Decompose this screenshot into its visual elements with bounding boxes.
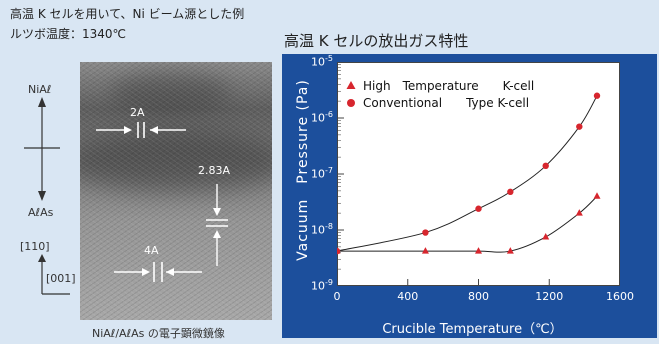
spacing-4a-marker-icon [114,262,202,282]
x-tick-label: 1200 [535,290,564,303]
x-tick-label: 800 [468,290,489,303]
spacing-2a-label: 2A [130,106,145,119]
y-tick-label: 10-6 [311,110,333,125]
legend-label-1: High Temperature K-cell [363,79,534,93]
data-point-series-2 [593,92,601,99]
micrograph-caption: NiAℓ/AℓAs の電子顕微鏡像 [92,327,225,340]
spacing-283a-marker-icon [206,184,228,266]
x-tick-label: 1600 [606,290,634,303]
axis-indicator-icon [38,254,70,295]
spacing-283a-label: 2.83A [198,164,231,177]
data-point-series-1 [575,209,583,216]
x-tick-label: 400 [397,290,419,303]
label-dir-001: [001] [46,272,76,285]
legend-marker-2 [347,99,355,107]
legend-marker-1 [346,81,356,89]
data-point-series-1 [542,232,550,240]
legend-label-2: Conventional Type K-cell [363,96,529,110]
label-dir-110: [110] [20,240,50,253]
data-point-series-2 [507,188,514,196]
data-point-series-2 [337,247,341,255]
data-point-series-1 [593,192,601,199]
spacing-4a-label: 4A [144,244,159,257]
y-tick-label: 10-5 [311,54,333,69]
chart-title: 高温 K セルの放出ガス特性 [284,32,469,50]
x-axis-label: Crucible Temperature（℃） [382,322,563,337]
x-tick-label: 0 [333,290,341,303]
data-point-series-2 [542,162,549,170]
caption-line-1: 高温 K セルを用いて、Ni ビーム源とした例 [10,7,245,21]
label-alas-bottom: AℓAs [28,206,54,219]
chart-svg: High Temperature K-cell Conventional Type… [337,62,620,286]
y-tick-label: 10-7 [311,166,333,181]
data-point-series-1 [506,247,514,254]
data-point-series-1 [421,247,429,254]
direction-arrows-icon [24,97,60,201]
data-point-series-2 [422,229,429,236]
data-point-series-2 [576,123,583,130]
spacing-2a-marker-icon [96,122,186,138]
data-point-series-1 [475,247,482,254]
series-line-2 [337,95,598,252]
caption-line-2: ルツボ温度：1340℃ [10,27,127,41]
data-point-series-2 [475,205,482,212]
label-nial-top: NiAℓ [28,83,52,96]
electron-micrograph: 2A 2.83A 4A [80,62,272,320]
y-tick-label: 10-9 [311,278,333,293]
y-tick-label: 10-8 [311,222,333,237]
